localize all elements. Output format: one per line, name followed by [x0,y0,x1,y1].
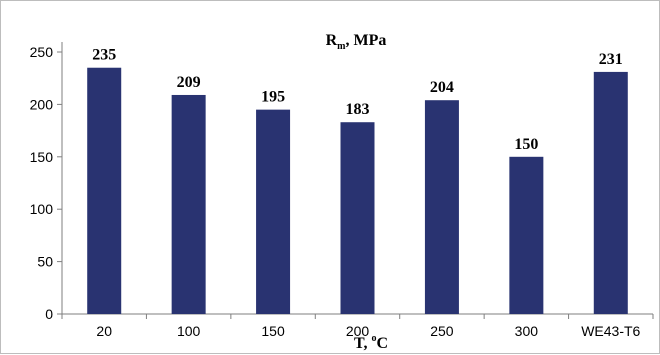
x-tick-label: 250 [430,323,454,339]
x-axis: 20 100 150 200 250 300 WE43-T6 [61,313,654,339]
bar [509,156,544,314]
x-tick-label: 100 [177,323,201,339]
y-tick-label: 0 [45,306,53,322]
x-tick-label: 300 [515,323,539,339]
x-axis-title: T, oC [354,333,388,352]
bar [256,109,291,314]
data-label: 195 [261,89,285,106]
data-label: 183 [346,101,370,118]
y-tick-label: 250 [30,44,54,60]
data-label: 209 [177,74,201,91]
bar [87,67,122,314]
data-labels: 235 209 195 183 204 150 231 [92,47,623,153]
bar-series [87,67,628,314]
x-tick-label: 200 [346,323,370,339]
data-label: 231 [599,51,623,68]
bar [171,94,206,314]
bar [340,122,375,314]
data-label: 204 [430,79,454,96]
chart-title: Rm, MPa [326,32,387,52]
y-tick-label: 200 [30,96,54,112]
data-label: 235 [92,47,116,64]
bar [593,71,628,314]
y-axis: 0 50 100 150 200 250 [30,42,63,322]
x-tick-label: 20 [96,323,112,339]
bar [424,100,459,314]
x-tick-label: 150 [261,323,285,339]
data-label: 150 [514,136,538,153]
y-tick-label: 100 [30,201,54,217]
y-tick-label: 50 [37,254,53,270]
y-tick-label: 150 [30,149,54,165]
x-tick-label: WE43-T6 [581,323,640,339]
